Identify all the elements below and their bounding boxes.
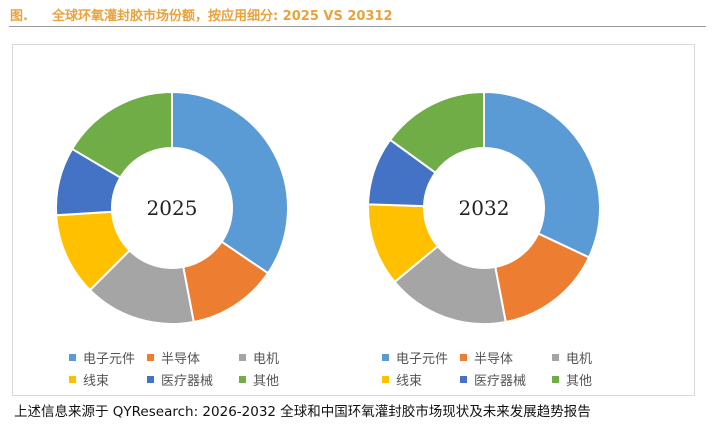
legend-swatch	[239, 375, 246, 383]
figure-title: 图. 全球环氧灌封胶市场份额，按应用细分: 2025 VS 20312	[10, 5, 393, 24]
legend-item: 其他	[552, 370, 630, 389]
legend-label: 电子元件	[83, 351, 136, 367]
legend-label: 线束	[83, 373, 110, 389]
legend-row: 线束 医疗器械 其他	[382, 368, 630, 390]
donut-center-label: 2032	[459, 196, 510, 220]
legend-item: 半导体	[147, 348, 239, 367]
legend-item: 线束	[382, 370, 460, 389]
legend-label: 其他	[566, 373, 593, 389]
legend-label: 线束	[396, 373, 423, 389]
legend-item: 电机	[552, 348, 630, 367]
legend-row: 线束 医疗器械 其他	[69, 368, 317, 390]
donut-slice-2032-1	[483, 90, 601, 259]
legend-swatch	[552, 353, 559, 361]
legend-row: 电子元件 半导体 电机	[382, 346, 630, 368]
legend-item: 电机	[239, 348, 317, 367]
title-divider	[9, 26, 706, 27]
donut-slice-2025-6	[70, 90, 173, 179]
legend-label: 医疗器械	[161, 373, 214, 389]
donut-slice-2032-6	[388, 90, 485, 175]
legend-row: 电子元件 半导体 电机	[69, 346, 317, 368]
legend-swatch	[147, 353, 154, 361]
donut-slice-2025-1	[171, 90, 289, 275]
donut-chart-2032: 2032	[367, 90, 601, 325]
legend-label: 电机	[566, 351, 593, 367]
figure-title-text: 全球环氧灌封胶市场份额，按应用细分: 2025 VS 20312	[51, 9, 393, 24]
legend-swatch	[69, 353, 76, 361]
legend-label: 医疗器械	[474, 373, 527, 389]
legend-label: 电机	[253, 351, 280, 367]
legend-label: 电子元件	[396, 351, 449, 367]
legend-swatch	[239, 353, 246, 361]
source-note: 上述信息来源于 QYResearch: 2026-2032 全球和中国环氧灌封胶…	[14, 404, 591, 420]
legend-item: 电子元件	[382, 348, 460, 367]
legend-item: 电子元件	[69, 348, 147, 367]
legend-item: 其他	[239, 370, 317, 389]
legend-item: 医疗器械	[460, 370, 552, 389]
figure-prefix: 图.	[10, 9, 28, 24]
legend-swatch	[147, 375, 154, 383]
donut-chart-2025: 2025	[55, 90, 289, 325]
legend-item: 医疗器械	[147, 370, 239, 389]
legend-label: 半导体	[474, 351, 514, 367]
legend-swatch	[382, 353, 389, 361]
donut-center-label: 2025	[147, 196, 198, 220]
legend-label: 半导体	[161, 351, 201, 367]
legend-2032: 电子元件 半导体 电机线束 医疗器械 其他	[382, 346, 630, 390]
legend-swatch	[382, 375, 389, 383]
legend-swatch	[69, 375, 76, 383]
legend-item: 线束	[69, 370, 147, 389]
legend-swatch	[552, 375, 559, 383]
legend-swatch	[460, 375, 467, 383]
legend-2025: 电子元件 半导体 电机线束 医疗器械 其他	[69, 346, 317, 390]
legend-swatch	[460, 353, 467, 361]
legend-item: 半导体	[460, 348, 552, 367]
legend-label: 其他	[253, 373, 280, 389]
